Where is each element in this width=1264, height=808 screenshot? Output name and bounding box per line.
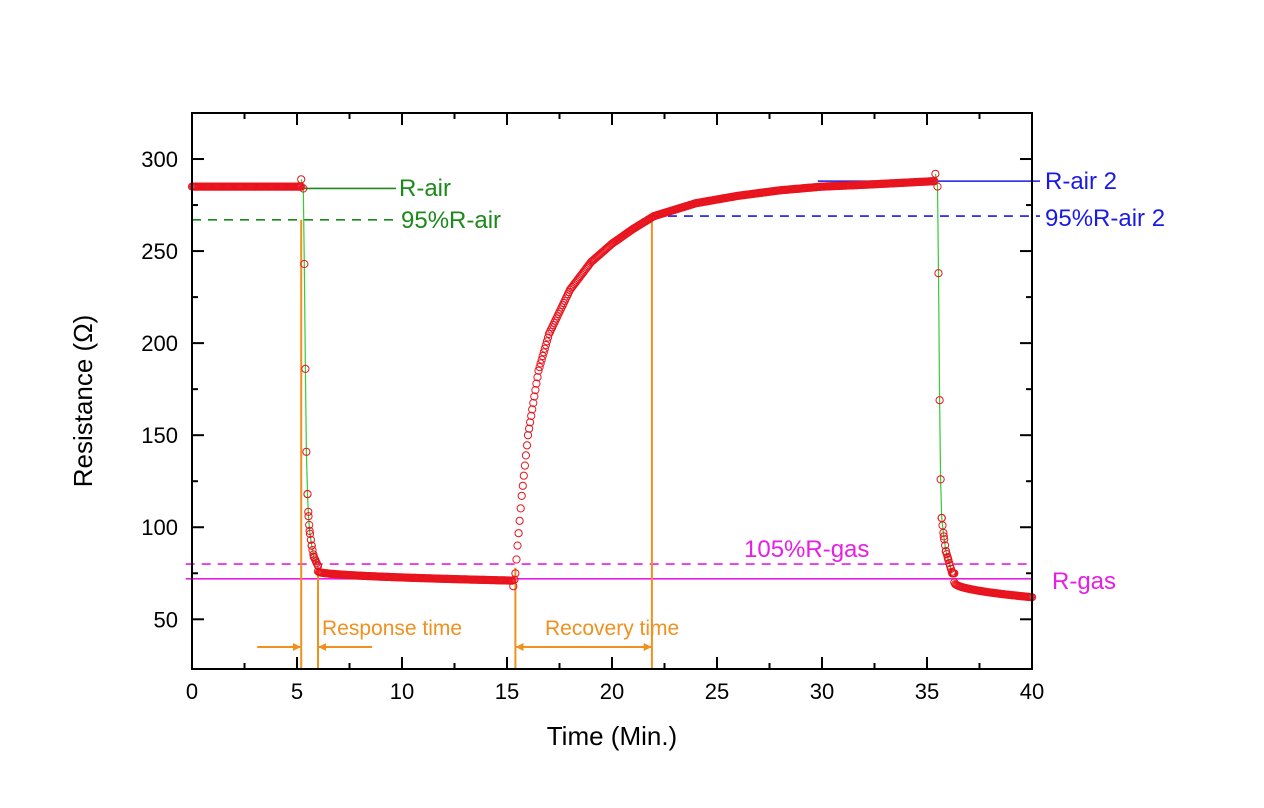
data-point [933, 182, 942, 191]
data-point [536, 359, 545, 368]
data-point [511, 569, 520, 578]
data-point [304, 512, 313, 521]
data-point [935, 396, 944, 405]
data-point [541, 340, 551, 350]
data-point [297, 175, 306, 184]
data-point [936, 475, 945, 484]
data-point [521, 451, 531, 460]
data-point [303, 490, 312, 499]
data-point [537, 355, 546, 364]
data-point [304, 507, 313, 516]
data-point [519, 471, 528, 480]
data-point [305, 529, 315, 539]
data-point [307, 541, 316, 550]
data-point [939, 528, 948, 537]
data-point [538, 351, 547, 361]
x-tick-label: 5 [291, 679, 303, 704]
data-point [950, 569, 959, 578]
data-point [533, 373, 542, 382]
data-point [940, 535, 949, 544]
data-point [531, 386, 540, 395]
x-tick-label: 35 [915, 679, 939, 704]
ref-label-95-r-air-2: 95%R-air 2 [1045, 205, 1165, 232]
data-point [301, 364, 310, 373]
data-point [306, 535, 315, 544]
x-tick-label: 0 [186, 679, 198, 704]
data-point [534, 366, 543, 375]
x-tick-label: 15 [495, 679, 519, 704]
data-point [510, 575, 519, 584]
data-point [529, 398, 538, 408]
data-point [527, 411, 536, 420]
data-point [543, 333, 553, 342]
y-tick-label: 300 [141, 147, 178, 172]
response-time-label: Response time [322, 617, 462, 640]
annotation-labels: R-air 95%R-air R-air 2 95%R-air 2 105%R-gas R… [257, 168, 1165, 651]
ref-label-r-gas: R-gas [1052, 568, 1116, 595]
ref-label-r-air: R-air [399, 175, 451, 202]
x-tick-label: 30 [810, 679, 834, 704]
data-point [934, 269, 943, 278]
data-point [308, 546, 317, 555]
data-point [526, 418, 535, 427]
data-point [515, 516, 524, 525]
data-point [305, 520, 314, 530]
data-point [302, 447, 311, 456]
y-tick-label: 150 [141, 423, 178, 448]
data-point [518, 481, 527, 490]
data-series [187, 169, 1037, 602]
data-point [522, 441, 532, 450]
recovery-time-label: Recovery time [545, 617, 679, 640]
data-point [947, 567, 956, 576]
data-point [540, 344, 549, 353]
data-point [530, 392, 539, 401]
x-tick-label: 20 [600, 679, 624, 704]
data-point [528, 405, 537, 414]
x-tick-label: 40 [1020, 679, 1044, 704]
drop-connector-line [934, 173, 953, 574]
data-point [305, 526, 314, 536]
data-point [513, 541, 522, 550]
data-point [512, 555, 521, 564]
y-tick-label: 100 [141, 515, 178, 540]
x-tick-label: 25 [705, 679, 729, 704]
y-tick-label: 250 [141, 239, 178, 264]
data-point [514, 529, 523, 538]
x-axis-label: Time (Min.) [547, 721, 677, 751]
data-point [300, 259, 309, 269]
data-point [542, 337, 552, 346]
data-point [532, 379, 541, 388]
data-point [539, 348, 548, 357]
axes: 0 5 10 15 20 25 30 35 40 50 100 150 200 250 300 [141, 112, 1044, 704]
time-markers [300, 216, 653, 669]
y-tick-label: 50 [154, 607, 178, 632]
ref-label-105-r-gas: 105%R-gas [744, 536, 869, 563]
ref-label-r-air-2: R-air 2 [1045, 168, 1117, 195]
data-point [520, 461, 530, 470]
data-point [525, 424, 534, 433]
data-point [517, 491, 526, 500]
ref-label-95-r-air: 95%R-air [401, 207, 501, 234]
data-point [509, 582, 518, 591]
data-point [931, 169, 940, 178]
data-point [939, 532, 948, 541]
x-tick-label: 10 [390, 679, 414, 704]
data-point [299, 184, 308, 193]
data-point [516, 504, 525, 513]
y-axis-label: Resistance (Ω) [68, 315, 98, 488]
y-tick-label: 200 [141, 331, 178, 356]
data-point [941, 541, 950, 550]
data-point [535, 363, 544, 372]
data-point [523, 431, 533, 440]
